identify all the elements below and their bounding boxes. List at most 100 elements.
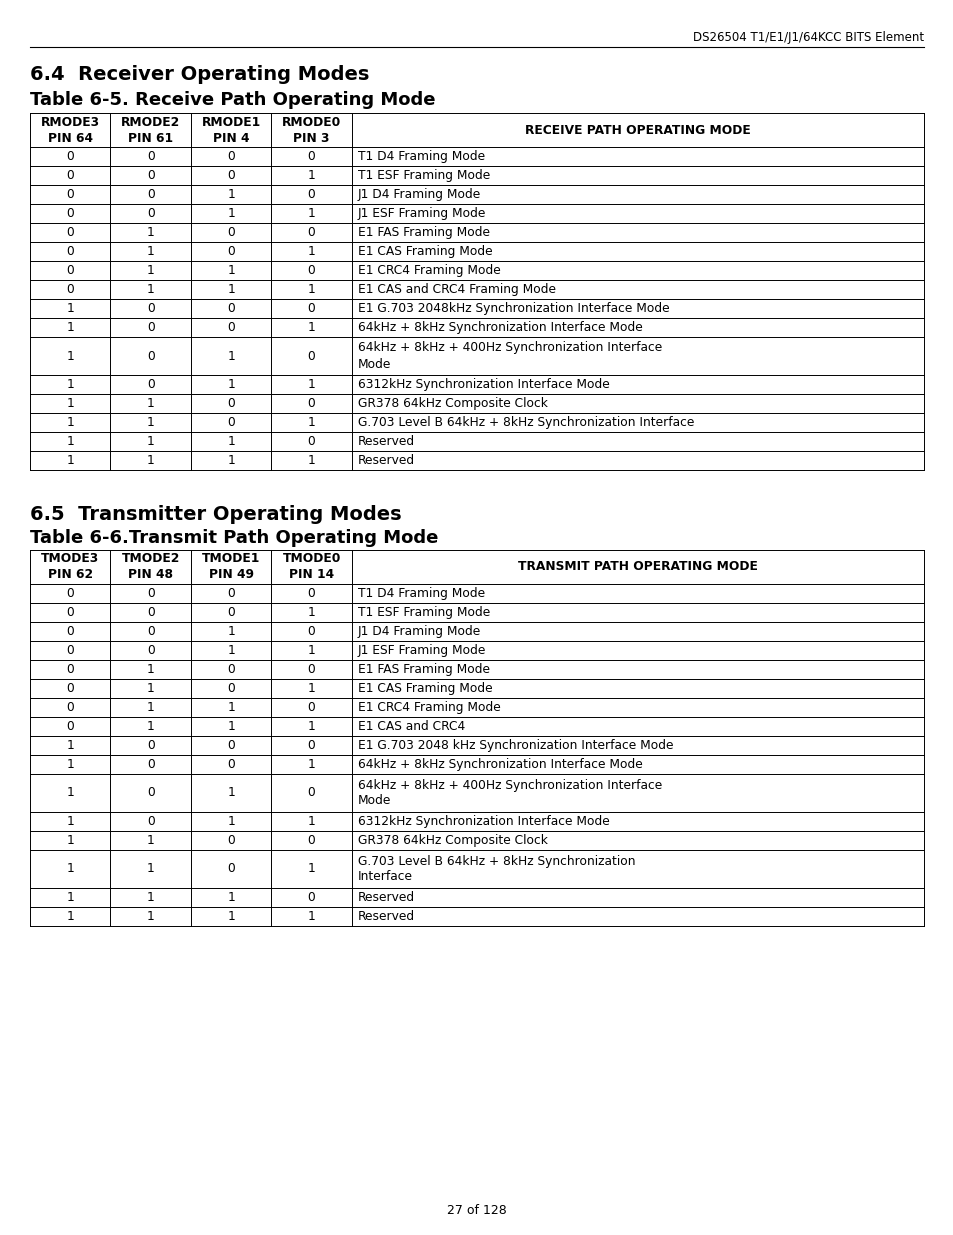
Text: RMODE1
PIN 4: RMODE1 PIN 4 [201, 116, 260, 144]
Text: 6.5  Transmitter Operating Modes: 6.5 Transmitter Operating Modes [30, 505, 401, 525]
Text: 0: 0 [308, 890, 315, 904]
Text: TMODE0
PIN 14: TMODE0 PIN 14 [282, 552, 340, 582]
Text: TMODE1
PIN 49: TMODE1 PIN 49 [202, 552, 260, 582]
Text: 1: 1 [308, 207, 315, 220]
Text: J1 ESF Framing Mode: J1 ESF Framing Mode [357, 207, 486, 220]
Text: 0: 0 [227, 663, 234, 676]
Text: 0: 0 [67, 587, 74, 600]
Text: 0: 0 [227, 396, 234, 410]
Text: 1: 1 [227, 890, 234, 904]
Text: 1: 1 [308, 643, 315, 657]
Text: 0: 0 [308, 834, 315, 847]
Text: 1: 1 [227, 701, 234, 714]
Text: 0: 0 [308, 188, 315, 201]
Text: 1: 1 [67, 910, 74, 923]
Text: 0: 0 [308, 303, 315, 315]
Text: J1 ESF Framing Mode: J1 ESF Framing Mode [357, 643, 486, 657]
Text: 1: 1 [67, 862, 74, 876]
Text: 0: 0 [67, 226, 74, 240]
Text: 0: 0 [67, 663, 74, 676]
Text: 0: 0 [227, 862, 234, 876]
Text: 1: 1 [147, 416, 154, 429]
Text: Table 6-6.Transmit Path Operating Mode: Table 6-6.Transmit Path Operating Mode [30, 529, 438, 547]
Text: RECEIVE PATH OPERATING MODE: RECEIVE PATH OPERATING MODE [524, 124, 750, 137]
Text: 1: 1 [227, 454, 234, 467]
Text: 1: 1 [308, 862, 315, 876]
Text: Table 6-5. Receive Path Operating Mode: Table 6-5. Receive Path Operating Mode [30, 91, 435, 109]
Text: 1: 1 [308, 245, 315, 258]
Text: 0: 0 [227, 321, 234, 333]
Text: 6.4  Receiver Operating Modes: 6.4 Receiver Operating Modes [30, 65, 369, 84]
Text: 1: 1 [147, 396, 154, 410]
Text: 0: 0 [67, 264, 74, 277]
Text: 1: 1 [67, 378, 74, 391]
Text: 0: 0 [147, 303, 154, 315]
Text: 0: 0 [67, 245, 74, 258]
Text: 1: 1 [308, 606, 315, 619]
Text: 1: 1 [147, 435, 154, 448]
Text: 0: 0 [67, 720, 74, 734]
Text: 1: 1 [227, 207, 234, 220]
Text: 1: 1 [227, 264, 234, 277]
Text: 1: 1 [308, 416, 315, 429]
Text: 1: 1 [67, 890, 74, 904]
Text: 1: 1 [227, 283, 234, 296]
Text: 1: 1 [308, 283, 315, 296]
Text: 1: 1 [67, 416, 74, 429]
Text: 6312kHz Synchronization Interface Mode: 6312kHz Synchronization Interface Mode [357, 815, 609, 827]
Text: 0: 0 [67, 207, 74, 220]
Text: 1: 1 [67, 815, 74, 827]
Text: 0: 0 [67, 606, 74, 619]
Text: 1: 1 [227, 350, 234, 363]
Text: Reserved: Reserved [357, 910, 415, 923]
Text: 1: 1 [67, 396, 74, 410]
Text: J1 D4 Framing Mode: J1 D4 Framing Mode [357, 188, 480, 201]
Text: 0: 0 [147, 188, 154, 201]
Text: 1: 1 [308, 378, 315, 391]
Text: E1 CAS and CRC4: E1 CAS and CRC4 [357, 720, 465, 734]
Text: 0: 0 [67, 169, 74, 182]
Text: 1: 1 [227, 787, 234, 799]
Text: 0: 0 [227, 416, 234, 429]
Text: E1 CRC4 Framing Mode: E1 CRC4 Framing Mode [357, 264, 500, 277]
Text: 0: 0 [147, 643, 154, 657]
Text: 0: 0 [147, 815, 154, 827]
Text: 0: 0 [227, 606, 234, 619]
Text: Reserved: Reserved [357, 454, 415, 467]
Text: 1: 1 [67, 834, 74, 847]
Text: 0: 0 [67, 188, 74, 201]
Text: Reserved: Reserved [357, 890, 415, 904]
Text: 1: 1 [227, 720, 234, 734]
Text: 0: 0 [147, 207, 154, 220]
Text: 0: 0 [147, 625, 154, 638]
Text: 0: 0 [308, 396, 315, 410]
Text: 1: 1 [147, 454, 154, 467]
Text: 1: 1 [67, 739, 74, 752]
Text: 1: 1 [67, 787, 74, 799]
Text: 1: 1 [227, 378, 234, 391]
Text: 1: 1 [147, 890, 154, 904]
Text: 0: 0 [147, 321, 154, 333]
Text: 0: 0 [147, 758, 154, 771]
Text: G.703 Level B 64kHz + 8kHz Synchronization Interface: G.703 Level B 64kHz + 8kHz Synchronizati… [357, 416, 694, 429]
Text: E1 CAS and CRC4 Framing Mode: E1 CAS and CRC4 Framing Mode [357, 283, 556, 296]
Text: 1: 1 [308, 758, 315, 771]
Text: 1: 1 [308, 454, 315, 467]
Text: 0: 0 [308, 625, 315, 638]
Text: 0: 0 [67, 643, 74, 657]
Text: 0: 0 [147, 787, 154, 799]
Text: 0: 0 [308, 264, 315, 277]
Text: 1: 1 [227, 643, 234, 657]
Text: 1: 1 [67, 758, 74, 771]
Text: 1: 1 [308, 682, 315, 695]
Text: 1: 1 [308, 321, 315, 333]
Text: E1 FAS Framing Mode: E1 FAS Framing Mode [357, 226, 489, 240]
Text: 0: 0 [308, 587, 315, 600]
Text: 0: 0 [67, 283, 74, 296]
Text: 64kHz + 8kHz Synchronization Interface Mode: 64kHz + 8kHz Synchronization Interface M… [357, 321, 642, 333]
Text: 0: 0 [227, 245, 234, 258]
Text: 0: 0 [308, 350, 315, 363]
Text: 0: 0 [308, 787, 315, 799]
Text: E1 CAS Framing Mode: E1 CAS Framing Mode [357, 245, 492, 258]
Text: TRANSMIT PATH OPERATING MODE: TRANSMIT PATH OPERATING MODE [517, 561, 757, 573]
